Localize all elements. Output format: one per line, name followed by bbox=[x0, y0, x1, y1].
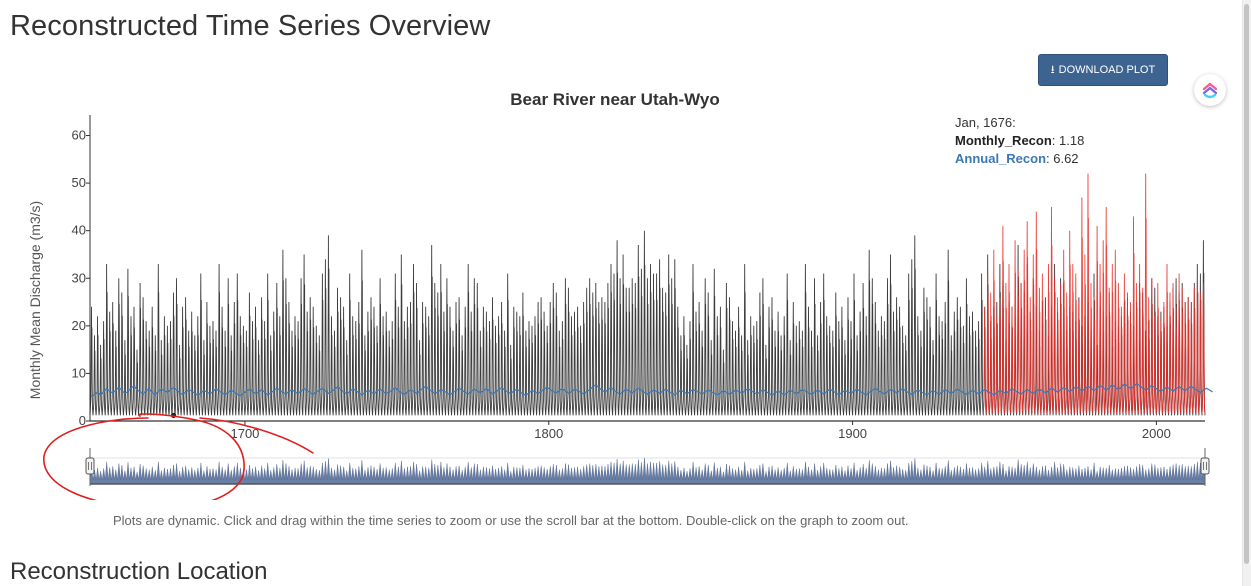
tooltip-date: Jan, 1676: bbox=[955, 115, 1016, 130]
x-tick-label: 1700 bbox=[230, 426, 259, 441]
annual-recon-line bbox=[91, 382, 1213, 397]
navigator-left-handle[interactable] bbox=[85, 457, 95, 475]
help-text: Plots are dynamic. Click and drag within… bbox=[113, 513, 909, 528]
clickup-logo-icon bbox=[1202, 82, 1218, 99]
y-tick-label: 40 bbox=[72, 223, 86, 238]
observed-line bbox=[982, 173, 1206, 414]
observed-series bbox=[982, 173, 1206, 414]
page-scrollbar-thumb[interactable] bbox=[1244, 4, 1249, 564]
hover-tooltip: Jan, 1676: Monthly_Recon: 1.18 Annual_Re… bbox=[955, 114, 1084, 168]
annotation-circle bbox=[43, 413, 314, 500]
y-tick-label: 60 bbox=[72, 128, 86, 143]
page-title: Reconstructed Time Series Overview bbox=[10, 10, 491, 42]
tooltip-monthly-row: Monthly_Recon: 1.18 bbox=[955, 132, 1084, 150]
section-title-location: Reconstruction Location bbox=[10, 558, 268, 585]
navigator-area bbox=[89, 457, 1206, 485]
clickup-extension-icon[interactable] bbox=[1194, 74, 1226, 106]
download-icon: ⭳ bbox=[1050, 63, 1055, 76]
time-series-chart[interactable]: 0 10 20 30 40 50 60 1700 1800 1900 2000 bbox=[0, 0, 1240, 500]
x-tick-label: 2000 bbox=[1142, 426, 1171, 441]
monthly-recon-line bbox=[89, 230, 1206, 416]
download-label: DOWNLOAD PLOT bbox=[1058, 64, 1156, 76]
tooltip-annual-value: : 6.62 bbox=[1046, 151, 1079, 166]
y-tick-label: 20 bbox=[72, 318, 86, 333]
x-tick-label: 1800 bbox=[534, 426, 563, 441]
tooltip-monthly-label: Monthly_Recon bbox=[955, 133, 1052, 148]
tooltip-annual-row: Annual_Recon: 6.62 bbox=[955, 150, 1084, 168]
navigator-right-handle[interactable] bbox=[1200, 457, 1210, 475]
tooltip-monthly-value: : 1.18 bbox=[1051, 133, 1085, 148]
download-plot-button[interactable]: ⭳ DOWNLOAD PLOT bbox=[1038, 54, 1168, 86]
y-tick-label: 50 bbox=[72, 175, 86, 190]
annual-recon-series bbox=[91, 382, 1213, 397]
red-circle-annotation bbox=[43, 413, 314, 500]
y-tick-label: 30 bbox=[72, 270, 86, 285]
x-tick-label: 1900 bbox=[838, 426, 867, 441]
navigator-scrollbar[interactable] bbox=[85, 448, 1210, 486]
tooltip-annual-label: Annual_Recon bbox=[955, 151, 1047, 166]
y-tick-label: 10 bbox=[72, 365, 86, 380]
chart-title: Bear River near Utah-Wyo bbox=[510, 90, 720, 109]
y-tick-label: 0 bbox=[79, 413, 86, 428]
